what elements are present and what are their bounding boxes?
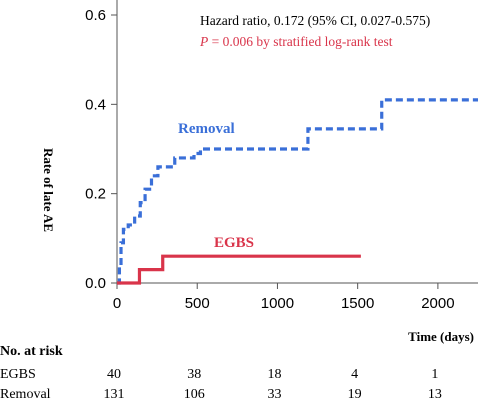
at-risk-title: No. at risk <box>0 344 63 359</box>
x-tick-label: 1000 <box>261 295 294 312</box>
at-risk-value: 33 <box>267 387 281 401</box>
x-tick-label: 2000 <box>421 295 454 312</box>
tick-marks: 0.0 0.2 0.4 0.6 0 500 1000 1500 2000 <box>85 7 454 312</box>
y-tick-label: 0.0 <box>85 275 106 292</box>
series-layer <box>117 98 478 285</box>
series-line-removal <box>117 98 478 285</box>
at-risk-table: EGBS 40 38 18 4 1 Removal 131 106 33 19 13 <box>0 367 442 401</box>
p-value-text: = 0.006 by stratified log-rank test <box>208 34 392 49</box>
at-risk-row-label: Removal <box>0 387 51 401</box>
x-tick-label: 0 <box>113 295 121 312</box>
series-line-egbs <box>117 254 361 285</box>
at-risk-value: 131 <box>104 387 125 401</box>
x-tick-label: 1500 <box>341 295 374 312</box>
at-risk-row-label: EGBS <box>0 367 36 382</box>
at-risk-value: 40 <box>107 367 121 382</box>
x-tick-label: 500 <box>185 295 210 312</box>
at-risk-value: 19 <box>348 387 362 401</box>
y-tick-label: 0.6 <box>85 7 106 24</box>
y-axis-label: Rate of late AE <box>41 148 56 232</box>
y-tick-label: 0.4 <box>85 96 106 113</box>
hazard-ratio-annotation: Hazard ratio, 0.172 (95% CI, 0.027-0.575… <box>200 13 430 28</box>
x-axis-label: Time (days) <box>408 329 474 344</box>
at-risk-value: 4 <box>351 367 358 382</box>
series-label-egbs: EGBS <box>214 235 254 251</box>
at-risk-value: 38 <box>187 367 201 382</box>
axes <box>116 0 478 284</box>
y-tick-label: 0.2 <box>85 186 106 203</box>
at-risk-value: 13 <box>428 387 442 401</box>
p-value-annotation: P = 0.006 by stratified log-rank test <box>199 34 393 49</box>
series-label-removal: Removal <box>178 121 235 137</box>
at-risk-value: 1 <box>431 367 438 382</box>
p-symbol: P <box>199 34 208 49</box>
at-risk-value: 18 <box>267 367 281 382</box>
at-risk-value: 106 <box>184 387 205 401</box>
